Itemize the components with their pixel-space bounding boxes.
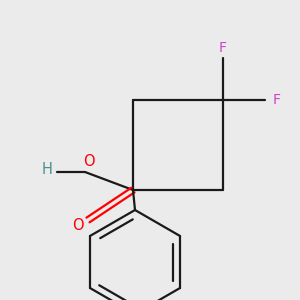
Text: O: O [83,154,95,169]
Text: F: F [219,41,227,55]
Text: H: H [42,163,52,178]
Text: O: O [72,218,84,232]
Text: F: F [273,93,281,107]
